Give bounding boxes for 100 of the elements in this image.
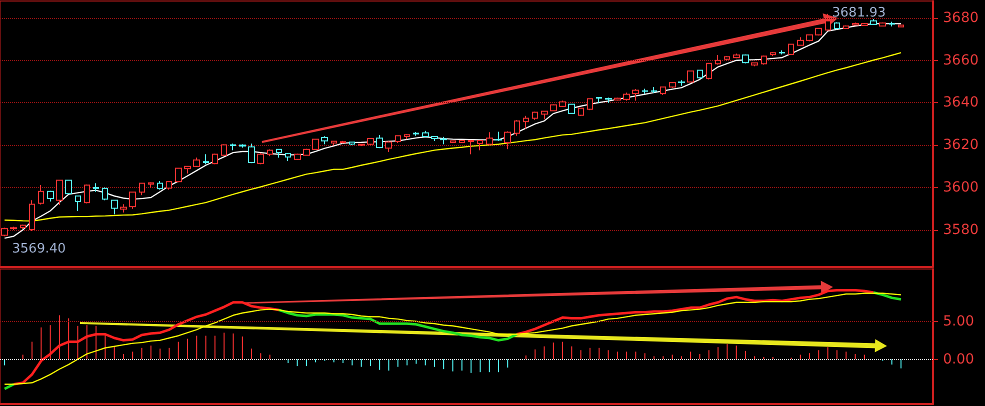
- candlestick: [788, 43, 794, 56]
- candlestick: [843, 24, 849, 30]
- candlestick: [468, 140, 474, 155]
- candlestick: [312, 138, 319, 150]
- candlestick: [450, 140, 456, 144]
- candlestick: [413, 131, 419, 136]
- candlestick: [687, 70, 694, 84]
- candlestick: [367, 138, 374, 146]
- candlestick: [697, 69, 703, 79]
- y-tick-label: 3640: [943, 94, 979, 111]
- candlestick: [825, 13, 831, 32]
- candlestick: [257, 152, 264, 165]
- line-series: [4, 23, 902, 239]
- candlestick: [568, 103, 575, 114]
- candlestick: [166, 180, 172, 190]
- candlestick: [239, 144, 246, 148]
- candlestick: [870, 18, 877, 26]
- candlestick: [175, 167, 182, 183]
- candlestick: [349, 141, 355, 146]
- candlestick: [395, 134, 401, 144]
- candlestick: [770, 52, 776, 57]
- candlestick: [203, 154, 209, 165]
- candlestick: [56, 180, 63, 206]
- candlestick: [486, 132, 493, 146]
- candlestick: [129, 191, 136, 210]
- candlestick: [340, 140, 346, 144]
- candlestick: [651, 86, 657, 94]
- line-series: [4, 52, 902, 222]
- candlestick: [193, 157, 200, 168]
- candlestick: [779, 50, 785, 55]
- y-tick-label: 3680: [943, 10, 979, 26]
- candlestick: [541, 110, 548, 120]
- candlestick: [733, 53, 740, 59]
- candlestick: [248, 143, 255, 164]
- candlestick: [65, 180, 72, 194]
- candlestick: [440, 136, 447, 145]
- candlestick: [706, 62, 712, 80]
- candlestick: [669, 81, 676, 88]
- candlestick: [751, 62, 758, 67]
- candlestick: [422, 130, 429, 138]
- candlestick: [47, 190, 54, 202]
- candlestick: [550, 104, 557, 112]
- candlestick: [385, 140, 392, 152]
- candlestick: [523, 115, 529, 130]
- candlestick: [477, 140, 483, 151]
- candlestick: [898, 24, 904, 28]
- candlestick: [157, 180, 163, 190]
- candlestick: [404, 134, 410, 140]
- candlestick: [715, 54, 721, 66]
- candlestick: [230, 143, 236, 151]
- annotation: 3569.40: [12, 242, 66, 256]
- candlestick: [1, 227, 8, 237]
- candlestick: [678, 80, 685, 86]
- candlestick: [797, 36, 804, 46]
- candlestick: [111, 199, 118, 215]
- candlestick: [806, 34, 813, 42]
- candlestick: [724, 56, 730, 61]
- candlestick: [75, 195, 81, 212]
- candlestick: [578, 107, 584, 116]
- candlestick: [514, 120, 520, 136]
- candlestick: [861, 22, 868, 26]
- candlestick: [559, 100, 566, 108]
- candlestick: [294, 153, 301, 160]
- candlestick: [431, 136, 438, 142]
- candlestick: [495, 131, 502, 142]
- candlestick: [331, 140, 337, 146]
- y-tick-label: 3600: [943, 180, 979, 196]
- candlestick: [889, 21, 895, 27]
- candlestick: [267, 148, 273, 157]
- candlestick: [102, 187, 108, 201]
- candlestick: [148, 182, 154, 188]
- annotation: 3681.93: [832, 6, 886, 20]
- candlestick: [184, 165, 191, 174]
- candlestick: [587, 98, 593, 111]
- candlestick: [660, 86, 666, 96]
- candlestick: [532, 111, 538, 120]
- candlestick: [596, 96, 602, 104]
- candlestick: [29, 200, 35, 232]
- candlestick: [852, 22, 859, 26]
- candlestick: [321, 136, 328, 145]
- candlestick: [93, 182, 99, 192]
- candlestick: [20, 224, 26, 230]
- candlestick: [761, 54, 767, 66]
- candlestick: [879, 22, 886, 27]
- y-tick-label: 0.00: [943, 351, 974, 368]
- candlestick: [605, 97, 612, 104]
- y-tick-label: 5.00: [943, 313, 974, 330]
- candlestick: [632, 88, 639, 102]
- candlestick: [120, 204, 127, 214]
- candlestick: [276, 148, 282, 158]
- candlestick: [212, 153, 218, 165]
- candlestick: [10, 226, 17, 230]
- candlestick: [285, 152, 291, 162]
- candlestick: [614, 97, 621, 102]
- candlestick: [38, 184, 44, 205]
- y-tick-label: 3580: [943, 222, 979, 238]
- candlestick: [642, 88, 648, 94]
- candlestick: [221, 144, 227, 156]
- candlestick: [459, 140, 465, 144]
- candlestick: [376, 134, 383, 149]
